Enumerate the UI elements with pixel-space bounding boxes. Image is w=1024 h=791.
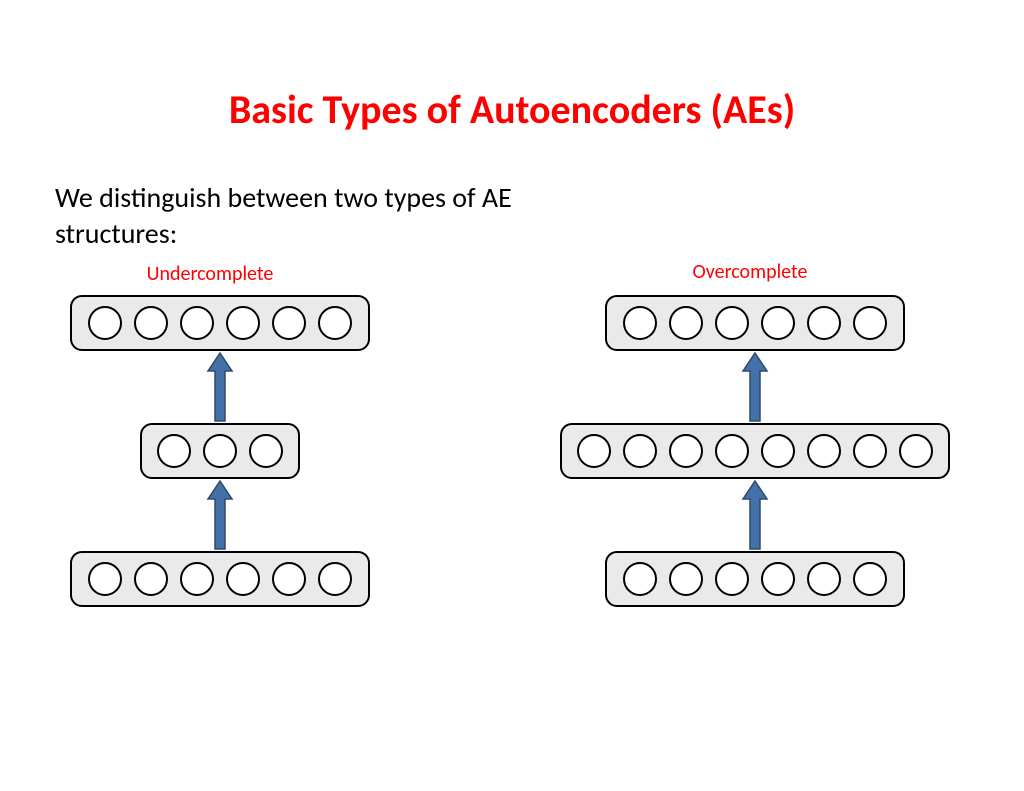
- nn-node: [761, 306, 795, 340]
- nn-layer: [70, 551, 370, 607]
- overcomplete-diagram: [560, 295, 950, 607]
- nn-layer: [560, 423, 950, 479]
- nn-node: [853, 306, 887, 340]
- nn-node: [853, 562, 887, 596]
- nn-node: [761, 434, 795, 468]
- overcomplete-label: Overcomplete: [560, 260, 940, 284]
- nn-node: [715, 434, 749, 468]
- undercomplete-label: Undercomplete: [70, 262, 350, 286]
- nn-node: [249, 434, 283, 468]
- nn-node: [226, 306, 260, 340]
- nn-node: [899, 434, 933, 468]
- nn-node: [180, 306, 214, 340]
- nn-node: [715, 562, 749, 596]
- arrow-up-icon: [741, 479, 769, 551]
- slide-subtitle: We distinguish between two types of AE s…: [55, 180, 512, 252]
- nn-layer: [140, 423, 300, 479]
- nn-node: [715, 306, 749, 340]
- nn-node: [318, 306, 352, 340]
- nn-node: [134, 562, 168, 596]
- nn-node: [623, 434, 657, 468]
- nn-node: [134, 306, 168, 340]
- nn-node: [807, 434, 841, 468]
- nn-node: [180, 562, 214, 596]
- nn-node: [272, 562, 306, 596]
- nn-node: [807, 562, 841, 596]
- nn-layer: [605, 551, 905, 607]
- nn-layer: [70, 295, 370, 351]
- nn-node: [807, 306, 841, 340]
- nn-node: [272, 306, 306, 340]
- arrow-up-icon: [206, 351, 234, 423]
- subtitle-line-1: We distinguish between two types of AE: [55, 180, 512, 216]
- nn-node: [623, 306, 657, 340]
- arrow-up-icon: [741, 351, 769, 423]
- arrow-up-icon: [206, 479, 234, 551]
- nn-node: [157, 434, 191, 468]
- nn-node: [853, 434, 887, 468]
- undercomplete-diagram: [70, 295, 370, 607]
- nn-node: [88, 306, 122, 340]
- nn-node: [203, 434, 237, 468]
- nn-layer: [605, 295, 905, 351]
- nn-node: [226, 562, 260, 596]
- nn-node: [88, 562, 122, 596]
- nn-node: [623, 562, 657, 596]
- nn-node: [318, 562, 352, 596]
- subtitle-line-2: structures:: [55, 216, 512, 252]
- nn-node: [577, 434, 611, 468]
- nn-node: [669, 434, 703, 468]
- nn-node: [669, 562, 703, 596]
- nn-node: [761, 562, 795, 596]
- nn-node: [669, 306, 703, 340]
- slide-title: Basic Types of Autoencoders (AEs): [0, 85, 1024, 134]
